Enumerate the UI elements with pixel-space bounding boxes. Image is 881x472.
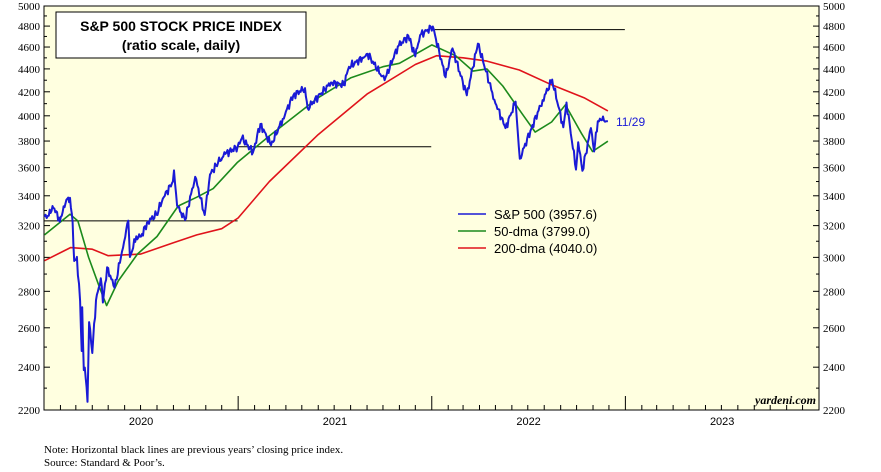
y-tick-label-left: 3600 (18, 163, 41, 175)
end-date-label: 11/29 (616, 115, 645, 129)
y-tick-label-left: 2200 (18, 405, 41, 417)
y-tick-label-right: 2800 (823, 286, 846, 298)
y-tick-label-left: 4600 (18, 42, 41, 54)
y-axes: 2200 2200 2400 2400 2600 2600 2800 2800 3000 3000… (18, 1, 846, 417)
y-tick-label-left: 5000 (18, 1, 41, 13)
legend-label: 200-dma (4040.0) (494, 241, 597, 256)
y-tick-label-right: 4400 (823, 64, 846, 76)
title-box: S&P 500 STOCK PRICE INDEX (ratio scale, … (55, 11, 307, 59)
chart-title: S&P 500 STOCK PRICE INDEX (80, 18, 282, 34)
y-tick-label-left: 4200 (18, 87, 41, 99)
y-tick-label-right: 4200 (823, 87, 846, 99)
year-label: 2022 (516, 416, 540, 428)
legend-label: S&P 500 (3957.6) (494, 207, 597, 222)
y-tick-label-left: 2600 (18, 323, 41, 335)
series-line-0 (43, 24, 608, 403)
y-tick-label-right: 3800 (823, 136, 846, 148)
y-tick-label-left: 3200 (18, 221, 41, 233)
year-label: 2023 (710, 416, 734, 428)
y-tick-label-left: 3000 (18, 252, 41, 264)
x-axis: 2020 2021 2022 2023 (59, 396, 804, 428)
y-tick-label-left: 4400 (18, 64, 41, 76)
plot-area (43, 5, 820, 411)
y-tick-label-right: 4600 (823, 42, 846, 54)
y-tick-label-left: 2400 (18, 362, 41, 374)
y-tick-label-right: 5000 (823, 1, 846, 13)
source-text: Source: Standard & Poor’s. (44, 457, 165, 469)
y-tick-label-left: 2800 (18, 286, 41, 298)
year-label: 2020 (129, 416, 153, 428)
series-line-2 (44, 54, 609, 262)
previous-close-lines (44, 29, 625, 222)
source-credit: yardeni.com (753, 393, 816, 407)
legend: S&P 500 (3957.6) 50-dma (3799.0) 200-dma (… (458, 207, 597, 256)
y-tick-label-left: 3800 (18, 136, 41, 148)
series-lines (43, 24, 609, 403)
sp500-chart: 2200 2200 2400 2400 2600 2600 2800 2800 3000 3000… (18, 1, 846, 428)
y-tick-label-right: 4000 (823, 111, 846, 123)
y-tick-label-right: 2400 (823, 362, 846, 374)
y-tick-label-left: 4800 (18, 21, 41, 33)
y-tick-label-right: 3000 (823, 252, 846, 264)
series-line-1 (43, 44, 609, 307)
year-label: 2021 (323, 416, 347, 428)
y-tick-label-left: 4000 (18, 111, 41, 123)
y-tick-label-right: 2200 (823, 405, 846, 417)
y-tick-label-right: 2600 (823, 323, 846, 335)
y-tick-label-right: 4800 (823, 21, 846, 33)
y-tick-label-left: 3400 (18, 191, 41, 203)
y-tick-label-right: 3200 (823, 221, 846, 233)
y-tick-label-right: 3400 (823, 191, 846, 203)
note-text: Note: Horizontal black lines are previou… (44, 444, 344, 456)
y-tick-label-right: 3600 (823, 163, 846, 175)
chart-subtitle: (ratio scale, daily) (122, 37, 240, 53)
legend-label: 50-dma (3799.0) (494, 224, 590, 239)
